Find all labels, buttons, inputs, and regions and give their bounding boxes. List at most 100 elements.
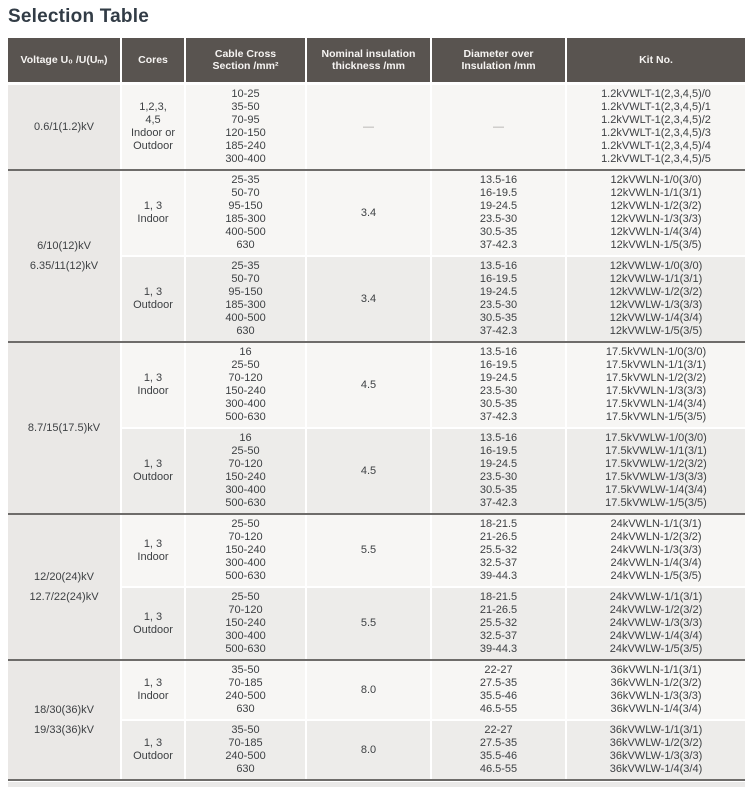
cell-line: 1.2kVWLT-1(2,3,4,5)/2	[601, 114, 711, 126]
cell-line: 150-240	[225, 617, 266, 629]
cell-line: 23.5-30	[479, 299, 518, 311]
cell-line: 16	[239, 346, 252, 358]
cell-line: —	[363, 120, 374, 133]
cell-line: 22-27	[484, 664, 513, 676]
cell-line: 630	[236, 763, 255, 775]
cell-line: 70-120	[228, 372, 263, 384]
thickness-cell: 3.4	[307, 171, 430, 255]
cell-line: 6/10(12)kV	[37, 240, 91, 252]
cell-line: 1, 3	[143, 537, 163, 550]
cell-line: 12kVWLW-1/1(3/1)	[609, 273, 703, 285]
cell-line: 95-150	[228, 200, 263, 212]
cell-line: 25-50	[231, 445, 260, 457]
table-row-group: 1, 3 Indoor 25-35 50-70 95-150 185-300 400-500…	[122, 171, 745, 255]
table-row-group: 1, 3 Outdoor 25-50 70-120 150-240 300-400 500-…	[122, 588, 745, 659]
kit-no-cell: 17.5kVWLW-1/0(3/0) 17.5kVWLW-1/1(3/1) 17.5…	[567, 429, 745, 513]
column-header-2: Cable Cross Section /mm²	[186, 38, 305, 82]
cell-line: 35-50	[231, 664, 260, 676]
cell-line: 12kVWLN-1/2(3/2)	[610, 200, 702, 212]
cell-line: 19-24.5	[479, 286, 518, 298]
cell-line: 400-500	[225, 226, 266, 238]
column-header-1: Cores	[122, 38, 184, 82]
cell-line: 35.5-46	[479, 750, 518, 762]
cell-line: 12kVWLW-1/4(3/4)	[609, 312, 703, 324]
cell-line: 37-42.3	[479, 411, 518, 423]
cell-line: 12kVWLW-1/2(3/2)	[609, 286, 703, 298]
cell-line: 120-150	[225, 127, 266, 139]
cell-line: 17.5kVWLN-1/4(3/4)	[605, 398, 707, 410]
cell-line: 35-50	[231, 724, 260, 736]
cell-line: 37-42.3	[479, 325, 518, 337]
table-row-group: 1, 3 Indoor 35-50 70-185 240-500 630 8.0 22-27 2…	[122, 661, 745, 719]
cell-line: 21-26.5	[479, 604, 518, 616]
cell-line: 23.5-30	[479, 471, 518, 483]
cell-line: 17.5kVWLW-1/5(3/5)	[605, 497, 707, 509]
cell-line: 25-35	[231, 174, 260, 186]
cell-line: 17.5kVWLW-1/4(3/4)	[605, 484, 707, 496]
cell-line: 46.5-55	[479, 703, 518, 715]
cores-cell: 1,2,3, 4,5 Indoor or Outdoor	[122, 85, 184, 169]
cell-line: 185-300	[225, 299, 266, 311]
cell-line: 10-25	[231, 88, 260, 100]
cell-line: 1, 3	[143, 458, 163, 470]
section-groups: 1, 3 Indoor 35-50 70-185 240-500 630 8.0 22-27 2…	[122, 661, 745, 779]
thickness-cell: 4.5	[307, 429, 430, 513]
cell-line: 19/33(36)kV	[34, 724, 94, 736]
cell-line: 23.5-30	[479, 385, 518, 397]
cell-line: 24kVWLN-1/2(3/2)	[610, 531, 702, 543]
thickness-cell: 8.0	[307, 661, 430, 719]
page-title: Selection Table	[8, 6, 149, 27]
voltage-cell: 18/30(36)kV 19/33(36)kV	[8, 661, 120, 779]
cell-line: 37-42.3	[479, 239, 518, 251]
cell-line: 24kVWLW-1/1(3/1)	[609, 591, 703, 603]
cell-line: 25-35	[231, 260, 260, 272]
cell-line: 12kVWLN-1/5(3/5)	[610, 239, 702, 251]
cell-line: 12kVWLN-1/4(3/4)	[610, 226, 702, 238]
table-body: 0.6/1(1.2)kV 1,2,3, 4,5 Indoor or Outdoor 10-…	[8, 85, 745, 781]
cell-line: 18-21.5	[479, 518, 518, 530]
cell-line: 1.2kVWLT-1(2,3,4,5)/1	[601, 101, 711, 113]
cell-line: 22-27	[484, 724, 513, 736]
cell-line: Outdoor	[133, 750, 173, 762]
cell-line: 25.5-32	[479, 544, 518, 556]
cell-line: 24kVWLW-1/3(3/3)	[609, 617, 703, 629]
cell-line: 185-240	[225, 140, 266, 152]
cell-line: 36kVWLW-1/2(3/2)	[609, 737, 703, 749]
cross-section-cell: 16 25-50 70-120 150-240 300-400 500-630	[186, 429, 305, 513]
column-header-0: Voltage U₀ /U(Uₘ)	[8, 38, 120, 82]
cell-line: 240-500	[225, 750, 266, 762]
kit-no-cell: 24kVWLN-1/1(3/1) 24kVWLN-1/2(3/2) 24kVWLN-…	[567, 515, 745, 586]
thickness-cell: 4.5	[307, 343, 430, 427]
cores-cell: 1, 3 Outdoor	[122, 721, 184, 779]
cell-line: 16-19.5	[479, 445, 518, 457]
diameter-cell: 22-27 27.5-35 35.5-46 46.5-55	[432, 721, 565, 779]
cell-line: 70-185	[228, 737, 263, 749]
cross-section-cell: 16 25-50 70-120 150-240 300-400 500-630	[186, 343, 305, 427]
voltage-cell: 6/10(12)kV 6.35/11(12)kV	[8, 171, 120, 341]
cell-line: 24kVWLN-1/3(3/3)	[610, 544, 702, 556]
cores-cell: 1, 3 Outdoor	[122, 429, 184, 513]
kit-no-cell: 36kVWLW-1/1(3/1) 36kVWLW-1/2(3/2) 36kVWLW-…	[567, 721, 745, 779]
selection-table: Voltage U₀ /U(Uₘ) Cores Cable Cross Sectio…	[8, 38, 745, 781]
table-row-group: 1, 3 Indoor 25-50 70-120 150-240 300-400 500-6…	[122, 515, 745, 586]
cell-line: 1, 3	[143, 677, 163, 689]
cell-line: Outdoor	[133, 471, 173, 483]
diameter-cell: 13.5-16 16-19.5 19-24.5 23.5-30 30.5-35 37-42…	[432, 429, 565, 513]
cell-line: 35-50	[231, 101, 260, 113]
column-header-4: Diameter over Insulation /mm	[432, 38, 565, 82]
cell-line: 150-240	[225, 385, 266, 397]
cell-line: 12kVWLN-1/0(3/0)	[610, 174, 702, 186]
cores-cell: 1, 3 Outdoor	[122, 257, 184, 341]
cell-line: 500-630	[225, 411, 266, 423]
cell-line: 50-70	[231, 273, 260, 285]
cell-line: Indoor	[137, 213, 169, 225]
cell-line: 32.5-37	[479, 557, 518, 569]
cell-line: 36kVWLW-1/4(3/4)	[609, 763, 703, 775]
cross-section-cell: 25-50 70-120 150-240 300-400 500-630	[186, 515, 305, 586]
cell-line: 1.2kVWLT-1(2,3,4,5)/0	[601, 88, 711, 100]
cell-line: 70-120	[228, 458, 263, 470]
cell-line: 70-95	[231, 114, 260, 126]
cell-line: 500-630	[225, 643, 266, 655]
cell-line: 17.5kVWLN-1/3(3/3)	[605, 385, 707, 397]
cell-line: 240-500	[225, 690, 266, 702]
